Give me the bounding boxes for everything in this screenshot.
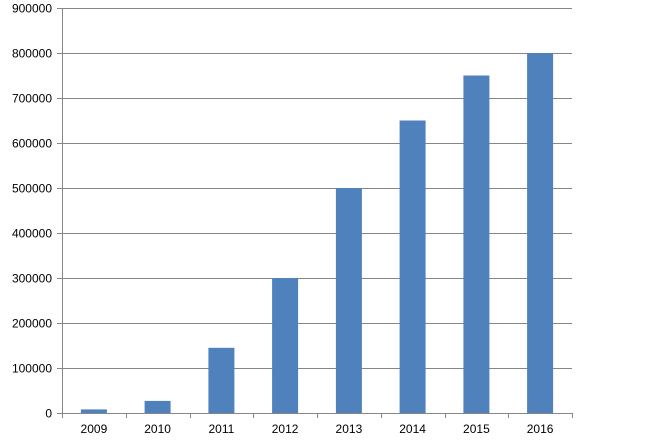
- x-tick-label: 2012: [272, 422, 299, 436]
- y-tick-label: 800000: [12, 47, 52, 61]
- bar-2012: [272, 278, 299, 413]
- tick-labels: 0 100000 200000 300000 400000 500000 600000 700…: [12, 2, 554, 437]
- gridlines: [57, 8, 572, 369]
- x-tick-label: 2011: [208, 422, 234, 436]
- y-tick-label: 100000: [12, 362, 52, 376]
- bar-2015: [463, 75, 490, 413]
- bar-2011: [208, 347, 235, 414]
- y-tick-label: 700000: [12, 92, 52, 106]
- axes: [57, 8, 573, 418]
- x-tick-label: 2013: [336, 422, 363, 436]
- bar-2010: [144, 400, 171, 413]
- x-tick-label: 2014: [399, 422, 426, 436]
- y-tick-label: 900000: [12, 2, 52, 16]
- bars: [80, 53, 554, 414]
- y-tick-label: 600000: [12, 137, 52, 151]
- bar-2013: [335, 188, 362, 413]
- y-tick-label: 0: [45, 407, 52, 421]
- y-tick-label: 500000: [12, 182, 52, 196]
- bar-2014: [399, 120, 426, 413]
- y-tick-label: 200000: [12, 317, 52, 331]
- x-tick-label: 2015: [463, 422, 490, 436]
- bar-2009: [80, 409, 107, 413]
- x-tick-label: 2010: [144, 422, 171, 436]
- x-tick-label: 2009: [81, 422, 108, 436]
- bar-2016: [527, 53, 554, 413]
- x-tick-label: 2016: [527, 422, 554, 436]
- y-tick-label: 300000: [12, 272, 52, 286]
- y-tick-label: 400000: [12, 227, 52, 241]
